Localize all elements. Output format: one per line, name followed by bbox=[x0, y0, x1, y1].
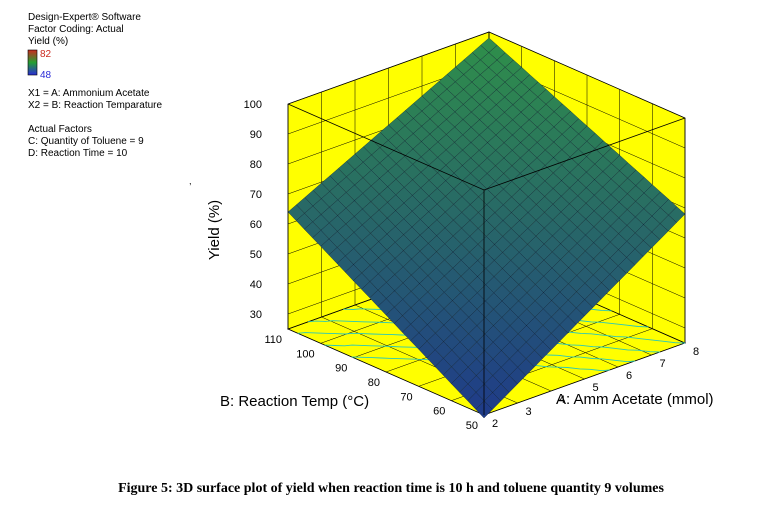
color-legend-bar bbox=[27, 49, 38, 76]
surface-plot: 82 48 , 30 40 50 60 70 80 90 100 2 3 4 5 6 7 8 50 60 70 80… bbox=[27, 31, 714, 432]
x-tick-label: 2 bbox=[492, 418, 498, 430]
response-name: Yield (%) bbox=[28, 36, 69, 47]
plot-box-front bbox=[287, 103, 686, 415]
z-tick-label: 80 bbox=[250, 159, 262, 171]
actual-factors-title: Actual Factors bbox=[28, 124, 92, 135]
yield-surface bbox=[287, 37, 686, 419]
y-tick-label: 60 bbox=[433, 406, 445, 418]
z-tick-label: 40 bbox=[250, 279, 262, 291]
y-tick-label: 50 bbox=[466, 420, 478, 432]
software-name: Design-Expert® Software bbox=[28, 12, 141, 23]
x-tick-label: 5 bbox=[593, 382, 599, 394]
x-tick-label: 8 bbox=[693, 346, 699, 358]
y-tick-label: 90 bbox=[335, 363, 347, 375]
z-tick-label: 60 bbox=[250, 219, 262, 231]
x-tick-label: 3 bbox=[526, 406, 532, 418]
z-tick-label: 90 bbox=[250, 129, 262, 141]
actual-factor-c: C: Quantity of Toluene = 9 bbox=[28, 136, 144, 147]
y-tick-label: 80 bbox=[368, 377, 380, 389]
stray-mark: , bbox=[189, 176, 192, 186]
legend-min-label: 48 bbox=[40, 70, 52, 81]
y-axis-title: B: Reaction Temp (°C) bbox=[220, 393, 369, 410]
z-tick-label: 70 bbox=[250, 189, 262, 201]
x-tick-label: 7 bbox=[660, 358, 666, 370]
y-tick-label: 70 bbox=[400, 391, 412, 403]
z-tick-label: 30 bbox=[250, 309, 262, 321]
factor-x1: X1 = A: Ammonium Acetate bbox=[28, 88, 150, 99]
figure-caption: Figure 5: 3D surface plot of yield when … bbox=[118, 481, 664, 496]
actual-factor-d: D: Reaction Time = 10 bbox=[28, 148, 128, 159]
x-tick-label: 4 bbox=[559, 394, 565, 406]
y-tick-label: 100 bbox=[296, 348, 314, 360]
z-tick-label: 100 bbox=[244, 99, 262, 111]
legend-max-label: 82 bbox=[40, 49, 52, 60]
axis-ticks: 30 40 50 60 70 80 90 100 2 3 4 5 6 7 8 50 60 70 80 90 100 110 bbox=[244, 99, 699, 432]
z-tick-label: 50 bbox=[250, 249, 262, 261]
x-axis-title: A: Amm Acetate (mmol) bbox=[556, 391, 714, 408]
y-tick-label: 110 bbox=[264, 334, 282, 346]
factor-coding: Factor Coding: Actual bbox=[28, 24, 124, 35]
factor-x2: X2 = B: Reaction Temparature bbox=[28, 100, 163, 111]
z-axis-title: Yield (%) bbox=[206, 200, 223, 260]
x-tick-label: 6 bbox=[626, 370, 632, 382]
